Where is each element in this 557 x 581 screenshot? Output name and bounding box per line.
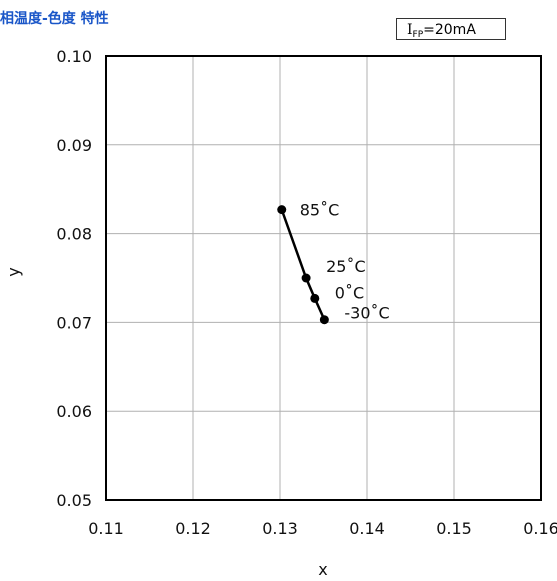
- data-point: [301, 273, 311, 283]
- y-tick-label: 0.05: [56, 491, 92, 510]
- data-label: 85˚C: [300, 201, 340, 220]
- x-tick-label: 0.12: [175, 519, 211, 538]
- x-tick-label: 0.16: [523, 519, 557, 538]
- data-point: [277, 205, 287, 215]
- x-tick-label: 0.13: [262, 519, 298, 538]
- condition-symbol: I: [407, 22, 413, 38]
- y-tick-label: 0.09: [56, 136, 92, 155]
- y-axis-label: y: [4, 267, 23, 276]
- y-tick-label: 0.08: [56, 225, 92, 244]
- condition-box: IFP=20mA: [396, 18, 506, 40]
- plot-frame: [105, 55, 542, 501]
- x-tick-labels: 0.11 0.12 0.13 0.14 0.15 0.16: [88, 519, 557, 538]
- y-tick-labels: 0.10 0.09 0.08 0.07 0.06 0.05: [56, 47, 92, 510]
- y-tick-label: 0.07: [56, 313, 92, 332]
- condition-value: =20mA: [423, 22, 476, 38]
- series-line: [280, 209, 326, 321]
- data-label: -30˚C: [344, 304, 389, 323]
- y-tick-label: 0.10: [56, 47, 92, 66]
- data-point: [319, 315, 329, 325]
- data-label: 0˚C: [335, 283, 364, 302]
- condition-subscript: FP: [412, 30, 424, 40]
- x-axis-label: x: [318, 560, 327, 579]
- data-point: [310, 293, 320, 303]
- grid-lines: [106, 56, 541, 500]
- series-group: 85˚C 25˚C 0˚C -30˚C: [277, 201, 390, 325]
- x-tick-label: 0.14: [349, 519, 385, 538]
- chart-title: 相温度-色度 特性: [0, 11, 109, 27]
- y-tick-label: 0.06: [56, 402, 92, 421]
- data-label: 25˚C: [326, 257, 366, 276]
- x-tick-label: 0.11: [88, 519, 124, 538]
- x-tick-label: 0.15: [436, 519, 472, 538]
